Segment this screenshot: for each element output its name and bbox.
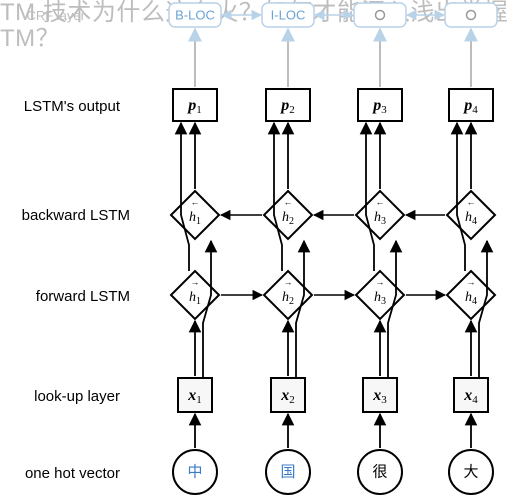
backward-node: h1← (171, 191, 219, 239)
lookup-node: x3 (363, 378, 397, 412)
lookup-node: x1 (178, 378, 212, 412)
input-node: 很 (358, 450, 402, 494)
input-node: 国 (266, 450, 310, 494)
backward-node: h3← (356, 191, 404, 239)
crf-label: B-LOC (175, 8, 215, 23)
input-node: 大 (449, 450, 493, 494)
input-label: 国 (280, 464, 295, 481)
backward-node: h2← (264, 191, 312, 239)
crf-node (445, 3, 497, 27)
input-label: 很 (372, 464, 387, 481)
input-label: 中 (187, 464, 202, 481)
backward-arrow-accent: ← (284, 197, 293, 207)
backward-arrow-accent: ← (191, 197, 200, 207)
output-node: p3 (358, 89, 402, 121)
output-node: p2 (266, 89, 310, 121)
input-node: 中 (173, 450, 217, 494)
input-label: 大 (463, 464, 478, 481)
crf-node: B-LOC (169, 3, 221, 27)
forward-arrow-accent: → (284, 277, 293, 287)
backward-arrow-accent: ← (376, 197, 385, 207)
backward-node: h4← (447, 191, 495, 239)
diagram-svg: B-LOCI-LOCp1p2p3p4h1←h2←h3←h4←h1→h2→h3→h… (0, 0, 507, 500)
forward-arrow-accent: → (191, 277, 200, 287)
crf-label: I-LOC (271, 8, 306, 23)
lookup-node: x4 (454, 378, 488, 412)
output-node: p4 (449, 89, 493, 121)
lookup-node: x2 (271, 378, 305, 412)
crf-node (354, 3, 406, 27)
forward-arrow-accent: → (376, 277, 385, 287)
forward-arrow-accent: → (467, 277, 476, 287)
crf-node: I-LOC (262, 3, 314, 27)
output-node: p1 (173, 89, 217, 121)
backward-arrow-accent: ← (467, 197, 476, 207)
